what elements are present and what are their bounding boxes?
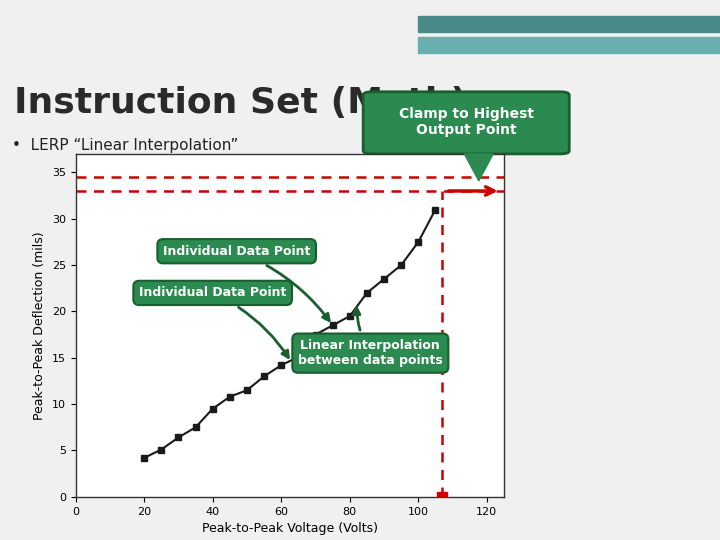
Text: Individual Data Point: Individual Data Point: [163, 245, 329, 321]
Text: Clamp to Highest
Output Point: Clamp to Highest Output Point: [399, 106, 534, 137]
X-axis label: Peak-to-Peak Voltage (Volts): Peak-to-Peak Voltage (Volts): [202, 522, 378, 535]
FancyBboxPatch shape: [363, 92, 570, 154]
Y-axis label: Peak-to-Peak Deflection (mils): Peak-to-Peak Deflection (mils): [33, 231, 46, 420]
Text: Individual Data Point: Individual Data Point: [139, 286, 288, 357]
Text: •  LERP “Linear Interpolation”: • LERP “Linear Interpolation”: [12, 138, 238, 153]
Bar: [418, 37, 720, 52]
Bar: [418, 16, 720, 31]
Text: Linear Interpolation
between data points: Linear Interpolation between data points: [298, 308, 443, 367]
Text: Instruction Set (Math): Instruction Set (Math): [14, 86, 467, 120]
